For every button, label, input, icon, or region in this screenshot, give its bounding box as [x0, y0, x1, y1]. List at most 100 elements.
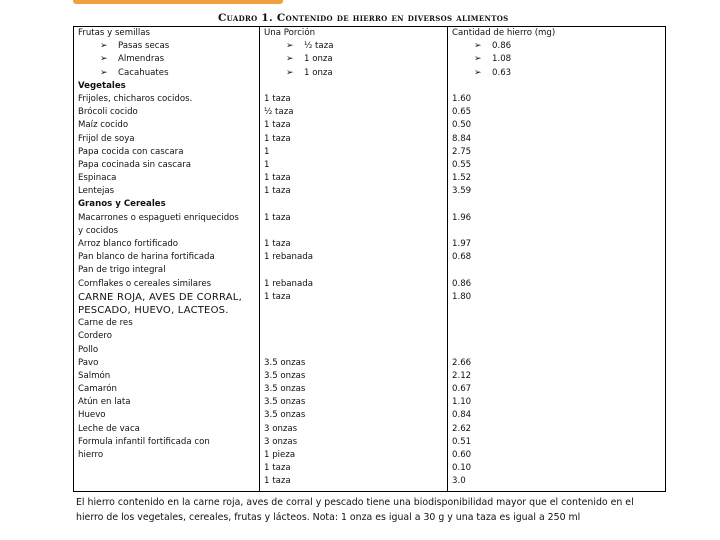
section-heading-grains: Granos y Cereales — [78, 199, 166, 210]
header-portion: Una Porción — [264, 28, 316, 38]
table-row: Frijoles, chicharos cocidos. 1 taza 1.60 — [74, 93, 665, 106]
arrow-bullet-icon: ➢ — [100, 54, 108, 65]
arrow-bullet-icon: ➢ — [286, 41, 294, 52]
portion-cell: 1 rebanada — [264, 278, 313, 289]
iron-cell: 1.10 — [452, 397, 472, 408]
food-cell: Camarón — [78, 384, 117, 395]
food-cell: Papa cocinada sin cascara — [78, 159, 192, 170]
table-row: 1 taza 3.0 — [74, 475, 665, 488]
food-cell: Papa cocida con cascara — [78, 146, 184, 157]
section-heading-vegetables: Vegetales — [78, 80, 126, 91]
portion-cell: 1 taza — [264, 212, 291, 223]
table-row: Maíz cocido 1 taza 0.50 — [74, 119, 665, 132]
portion-cell: ½ taza — [304, 41, 334, 52]
food-cell: Espinaca — [78, 173, 117, 184]
portion-cell: 1 onza — [304, 54, 333, 65]
accent-bar — [73, 0, 283, 4]
food-cell: Frijol de soya — [78, 133, 135, 144]
food-cell: Frijoles, chicharos cocidos. — [78, 93, 193, 104]
portion-cell: 3.5 onzas — [264, 357, 306, 368]
table-caption: Cuadro 1. Contenido de hierro en diverso… — [218, 12, 509, 24]
portion-cell: 3.5 onzas — [264, 384, 306, 395]
portion-cell: 1 taza — [264, 133, 291, 144]
iron-cell: 1.96 — [452, 212, 472, 223]
table-row: Papa cocinada sin cascara 1 0.55 — [74, 159, 665, 172]
portion-cell: ½ taza — [264, 107, 294, 118]
table-row: ➢ Cacahuates ➢ 1 onza ➢ 0.63 — [74, 67, 665, 80]
iron-cell: 0.86 — [452, 278, 472, 289]
iron-cell: 8.84 — [452, 133, 472, 144]
iron-cell: 0.60 — [452, 450, 472, 460]
iron-cell: 1.08 — [492, 54, 512, 65]
portion-cell: 1 taza — [264, 463, 291, 474]
table-row: y cocidos — [74, 225, 665, 238]
food-cell: Almendras — [118, 54, 165, 65]
iron-cell: 1.97 — [452, 239, 472, 249]
food-cell: Macarrones o espagueti enriquecidos — [78, 212, 239, 223]
food-cell: Formula infantil fortificada con — [78, 436, 210, 447]
table-row: Atún en lata 3.5 onzas 1.10 — [74, 396, 665, 409]
iron-cell: 2.66 — [452, 357, 472, 368]
arrow-bullet-icon: ➢ — [474, 41, 482, 52]
table-header-row: Frutas y semillas Una Porción Cantidad d… — [74, 27, 665, 40]
table-row: Vegetales — [74, 80, 665, 93]
arrow-bullet-icon: ➢ — [100, 67, 108, 78]
portion-cell: 1 taza — [264, 186, 291, 197]
portion-cell: 1 pieza — [264, 450, 296, 460]
table-row: Pollo — [74, 344, 665, 357]
food-cell: Pavo — [78, 357, 99, 368]
portion-cell: 1 — [264, 159, 270, 170]
portion-cell: 1 taza — [264, 476, 291, 487]
food-cell: Cacahuates — [118, 67, 169, 78]
food-cell: Arroz blanco fortificado — [78, 239, 179, 249]
header-iron: Cantidad de hierro (mg) — [452, 28, 556, 38]
table-row: PESCADO, HUEVO, LACTEOS. — [74, 304, 665, 317]
iron-cell: 0.51 — [452, 436, 472, 447]
food-cell: Huevo — [78, 410, 106, 421]
iron-cell: 2.12 — [452, 370, 472, 381]
portion-cell: 1 rebanada — [264, 252, 313, 263]
portion-cell: 3 onzas — [264, 436, 298, 447]
iron-cell: 0.55 — [452, 159, 472, 170]
food-cell: Maíz cocido — [78, 120, 129, 131]
table-row: ➢ Almendras ➢ 1 onza ➢ 1.08 — [74, 53, 665, 66]
iron-cell: 0.68 — [452, 252, 472, 263]
food-cell: Pollo — [78, 344, 99, 355]
table-row: Granos y Cereales — [74, 198, 665, 211]
food-cell: Carne de res — [78, 318, 133, 329]
table-row: ➢ Pasas secas ➢ ½ taza ➢ 0.86 — [74, 40, 665, 53]
table-row: Huevo 3.5 onzas 0.84 — [74, 409, 665, 422]
iron-cell: 1.52 — [452, 173, 472, 184]
table-row: Papa cocida con cascara 1 2.75 — [74, 146, 665, 159]
table-row: Camarón 3.5 onzas 0.67 — [74, 383, 665, 396]
table-row: Formula infantil fortificada con 3 onzas… — [74, 436, 665, 449]
table-row: Lentejas 1 taza 3.59 — [74, 185, 665, 198]
table-row: CARNE ROJA, AVES DE CORRAL, 1 taza 1.80 — [74, 291, 665, 304]
food-cell: Cornflakes o cereales similares — [78, 278, 212, 289]
section-heading-meats: CARNE ROJA, AVES DE CORRAL, — [78, 291, 242, 303]
iron-cell: 3.0 — [452, 476, 466, 487]
table-row: Espinaca 1 taza 1.52 — [74, 172, 665, 185]
column-divider — [447, 27, 448, 491]
arrow-bullet-icon: ➢ — [100, 41, 108, 52]
food-cell: Pan de trigo integral — [78, 265, 166, 276]
portion-cell: 3.5 onzas — [264, 410, 306, 421]
table-row: Brócoli cocido ½ taza 0.65 — [74, 106, 665, 119]
food-cell: Pan blanco de harina fortificada — [78, 252, 215, 263]
iron-cell: 1.60 — [452, 93, 472, 104]
portion-cell: 3.5 onzas — [264, 370, 306, 381]
table-row: Cordero — [74, 330, 665, 343]
table-row: hierro 1 pieza 0.60 — [74, 449, 665, 462]
footnote: El hierro contenido en la carne roja, av… — [76, 497, 634, 523]
header-food: Frutas y semillas — [78, 28, 151, 38]
iron-cell: 2.75 — [452, 146, 472, 157]
arrow-bullet-icon: ➢ — [474, 54, 482, 65]
table-row: Salmón 3.5 onzas 2.12 — [74, 370, 665, 383]
iron-cell: 0.67 — [452, 384, 472, 395]
portion-cell: 1 taza — [264, 291, 291, 302]
portion-cell: 1 taza — [264, 93, 291, 104]
food-cell: Leche de vaca — [78, 423, 140, 434]
table-row: Frijol de soya 1 taza 8.84 — [74, 133, 665, 146]
portion-cell: 1 taza — [264, 173, 291, 184]
table-row: Carne de res — [74, 317, 665, 330]
